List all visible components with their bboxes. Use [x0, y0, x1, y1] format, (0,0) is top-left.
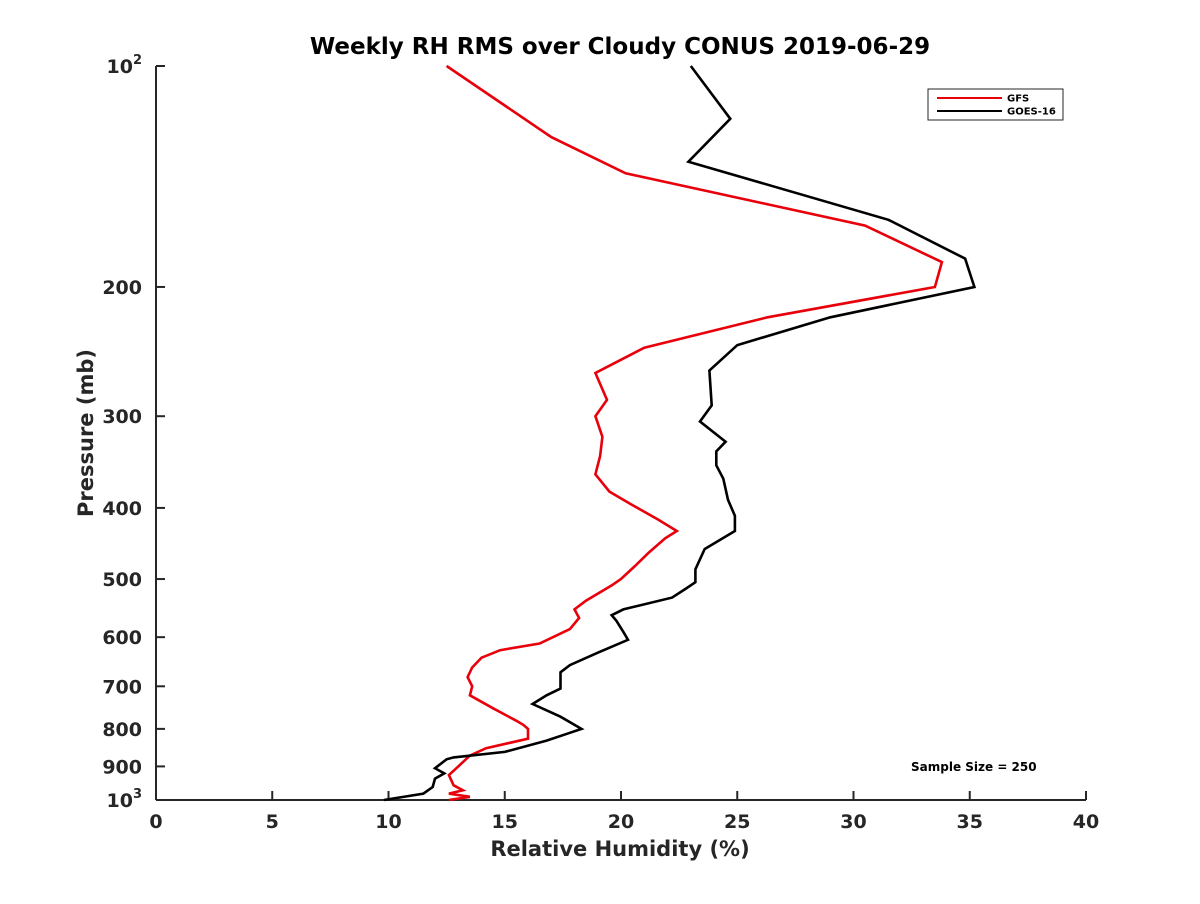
- x-tick-label: 25: [724, 811, 750, 833]
- x-tick-label: 35: [957, 811, 983, 833]
- series-line-gfs: [445, 64, 944, 802]
- chart-title: Weekly RH RMS over Cloudy CONUS 2019-06-…: [310, 34, 930, 60]
- y-tick-label: 400: [102, 498, 142, 520]
- x-tick-label: 5: [266, 811, 279, 833]
- x-axis-label: Relative Humidity (%): [490, 837, 749, 861]
- x-tick-label: 15: [492, 811, 518, 833]
- y-tick-label: 300: [102, 406, 142, 428]
- y-tick-label: 102: [107, 53, 143, 78]
- y-ticks: 102 200 300 400 500 600 700 800 900 103: [102, 53, 165, 812]
- y-tick-label: 103: [107, 787, 143, 812]
- plot-area: 0 5 10 15 20 25 30 35 40 102 200 300 400 500 600 700 80…: [102, 53, 1099, 833]
- legend-box: [927, 88, 1064, 121]
- y-axis-label: Pressure (mb): [74, 349, 98, 517]
- x-tick-label: 30: [840, 811, 866, 833]
- series-lines: [383, 64, 977, 802]
- y-tick-label: 200: [102, 277, 142, 299]
- x-tick-label: 0: [149, 811, 162, 833]
- y-tick-label: 600: [102, 627, 142, 649]
- x-tick-label: 10: [375, 811, 401, 833]
- y-tick-label: 700: [102, 676, 142, 698]
- legend-label-goes16: GOES-16: [1007, 107, 1056, 118]
- x-tick-label: 40: [1073, 811, 1099, 833]
- y-tick-label: 900: [102, 756, 142, 778]
- legend: GFS GOES-16: [927, 88, 1064, 121]
- x-ticks: 0 5 10 15 20 25 30 35 40: [149, 791, 1099, 833]
- series-line-goes16: [383, 65, 977, 802]
- x-tick-label: 20: [608, 811, 634, 833]
- legend-label-gfs: GFS: [1007, 94, 1029, 105]
- sample-size-annotation: Sample Size = 250: [911, 760, 1037, 774]
- y-tick-label: 800: [102, 719, 142, 741]
- y-tick-label: 500: [102, 569, 142, 591]
